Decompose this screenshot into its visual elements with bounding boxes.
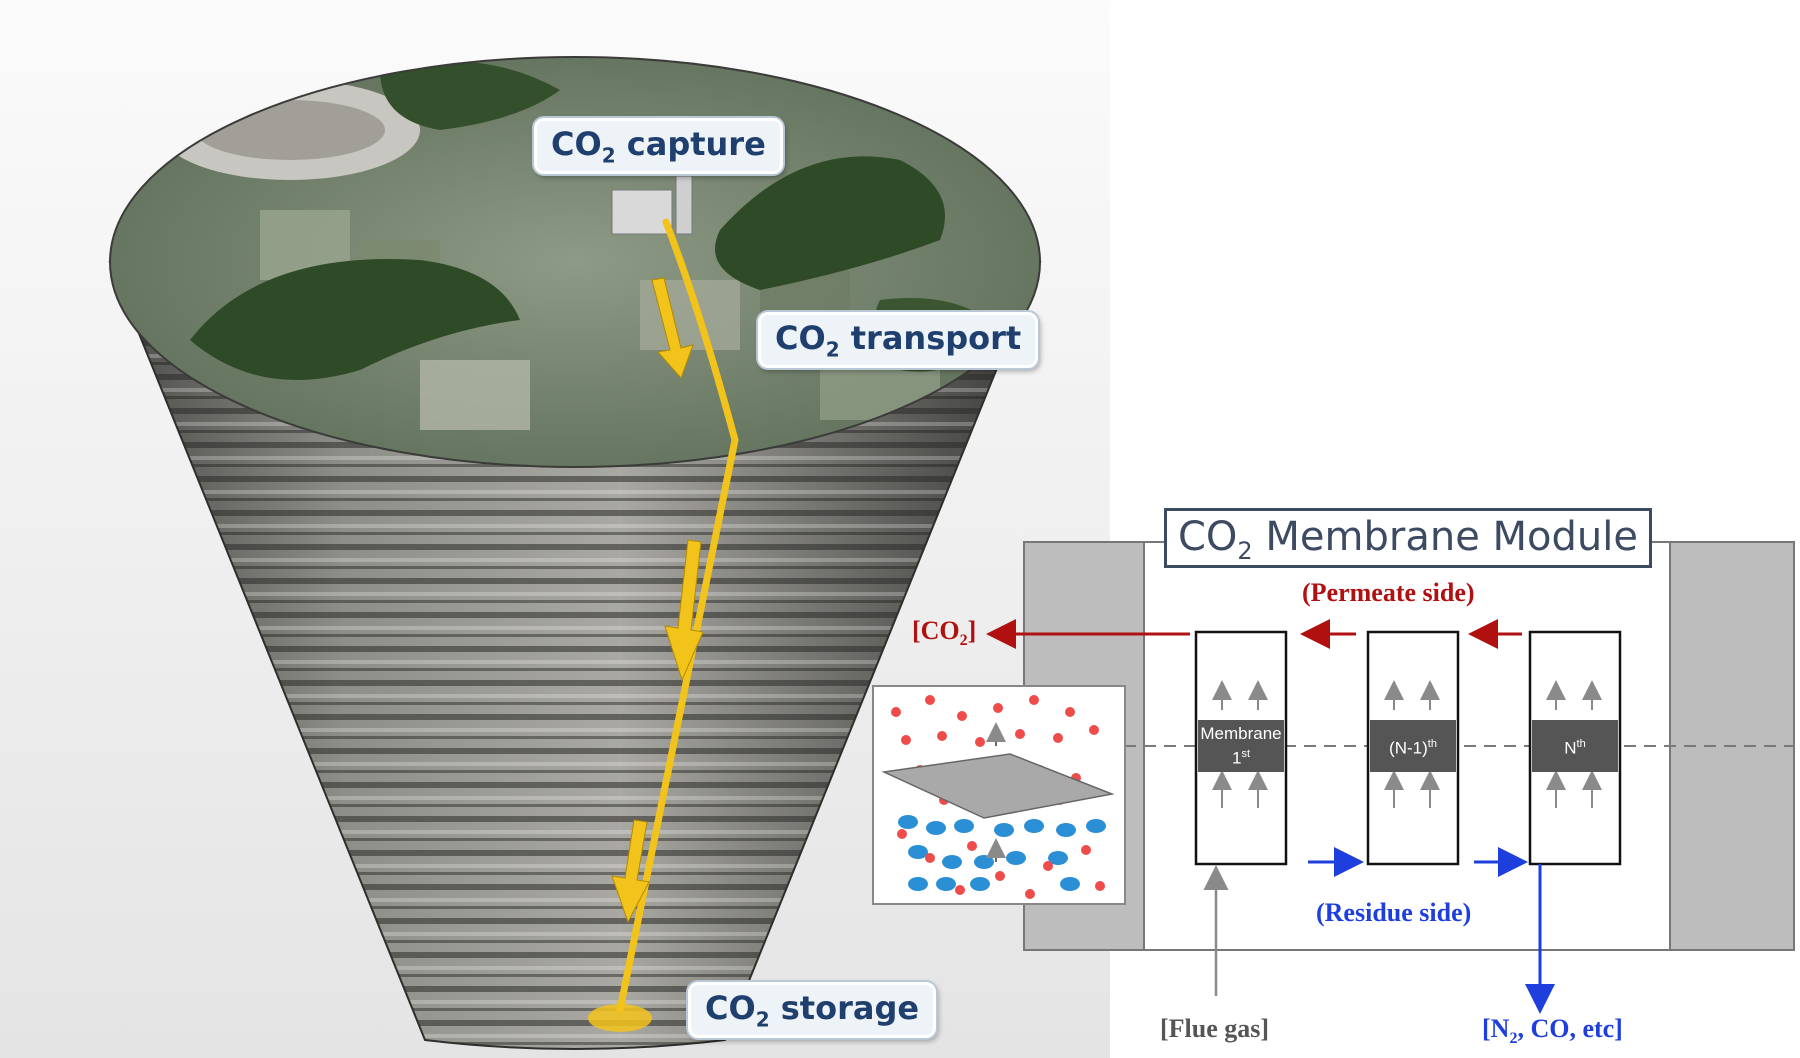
n2-molecule (970, 877, 990, 891)
co2-molecule (993, 703, 1003, 713)
n2-molecule (954, 819, 974, 833)
n2-molecule (908, 877, 928, 891)
callout-text: storage (769, 989, 920, 1027)
residue-flow-arrows (1308, 847, 1555, 1014)
callout-subscript: 2 (825, 337, 840, 362)
co2-capture-callout: CO2 capture (534, 118, 783, 175)
storage-reservoir (588, 1004, 652, 1032)
co2-molecule (925, 695, 935, 705)
co2-molecule (1029, 695, 1039, 705)
stage-ordinal: 1st (1198, 744, 1284, 769)
stage-label-n-minus-1: (N-1)th (1370, 720, 1456, 772)
stage-number: N (1564, 738, 1577, 758)
stage-ordinal: Nth (1532, 734, 1618, 759)
residue-output-label: [N2, CO, etc] (1482, 1014, 1623, 1048)
co2-molecule (1089, 725, 1099, 735)
stage-label-nth: Nth (1532, 720, 1618, 772)
co2-molecule (1065, 707, 1075, 717)
n2-molecule (1048, 851, 1068, 865)
label-text: , CO, etc] (1517, 1014, 1623, 1043)
callout-text: transport (839, 319, 1022, 357)
n2-molecule (1006, 851, 1026, 865)
co2-molecule (891, 707, 901, 717)
co2-molecule (937, 731, 947, 741)
label-subscript: 2 (1509, 1030, 1518, 1048)
title-text: Membrane Module (1252, 514, 1638, 560)
rock-strata-column (108, 261, 1042, 1050)
callout-text: capture (615, 125, 766, 163)
stage-number: (N-1) (1389, 738, 1428, 758)
co2-molecule (1081, 845, 1091, 855)
n2-molecule (1060, 877, 1080, 891)
callout-subscript: 2 (755, 1007, 770, 1032)
surface-rim (109, 56, 1041, 468)
callout-text: CO (705, 989, 756, 1027)
co2-molecule (1025, 889, 1035, 899)
label-subscript: 2 (959, 632, 968, 650)
label-text: [CO (912, 616, 960, 645)
label-text: ] (967, 616, 977, 645)
co2-molecule (901, 735, 911, 745)
co2-molecule (925, 853, 935, 863)
flow-arrow (664, 539, 704, 682)
co2-output-label: [CO2] (912, 616, 976, 650)
molecule-cluster (891, 695, 1106, 899)
stage-suffix: th (1427, 737, 1437, 750)
permeate-side-label: (Permeate side) (1302, 578, 1475, 607)
n2-molecule (994, 823, 1014, 837)
title-subscript: 2 (1237, 537, 1253, 565)
n2-molecule (898, 815, 918, 829)
flow-arrow (611, 819, 650, 924)
co2-storage-callout: CO2 storage (688, 982, 937, 1039)
permeation-arrows (1212, 680, 1602, 808)
residue-side-label: (Residue side) (1316, 898, 1472, 927)
co2-molecule (1015, 729, 1025, 739)
co2-molecule (1043, 861, 1053, 871)
co2-molecule (1095, 881, 1105, 891)
callout-text: CO (775, 319, 826, 357)
co2-molecule (967, 841, 977, 851)
title-text: CO (1178, 514, 1238, 560)
n2-molecule (942, 855, 962, 869)
flow-arrows (611, 277, 704, 924)
flow-arrow (651, 277, 694, 379)
n2-molecule (936, 877, 956, 891)
label-text: [N (1482, 1014, 1510, 1043)
membrane-inset (872, 685, 1126, 905)
stage-name: Membrane (1200, 723, 1282, 743)
n2-molecule (1056, 823, 1076, 837)
callout-text: CO (551, 125, 602, 163)
n2-molecule (1024, 819, 1044, 833)
stage-label-membrane-1st: Membrane 1st (1198, 720, 1284, 772)
membrane-sheet (881, 753, 1115, 819)
co2-molecule (957, 711, 967, 721)
flue-gas-label: [Flue gas] (1160, 1014, 1270, 1043)
n2-molecule (974, 855, 994, 869)
co2-molecule (897, 829, 907, 839)
stage-ordinal: (N-1)th (1370, 734, 1456, 759)
n2-molecule (1086, 819, 1106, 833)
n2-molecule (926, 821, 946, 835)
stage-suffix: st (1241, 747, 1251, 760)
callout-subscript: 2 (601, 143, 616, 168)
co2-molecule (995, 871, 1005, 881)
module-title: CO2 Membrane Module (1164, 508, 1652, 568)
co2-molecule (975, 737, 985, 747)
n2-molecule (908, 845, 928, 859)
surface-landscape (110, 57, 1040, 467)
co2-transport-callout: CO2 transport (758, 312, 1039, 369)
stage-suffix: th (1576, 737, 1586, 750)
co2-molecule (1053, 733, 1063, 743)
co2-pipeline (616, 218, 739, 1014)
co2-molecule (955, 885, 965, 895)
stage-number: 1 (1231, 748, 1242, 768)
